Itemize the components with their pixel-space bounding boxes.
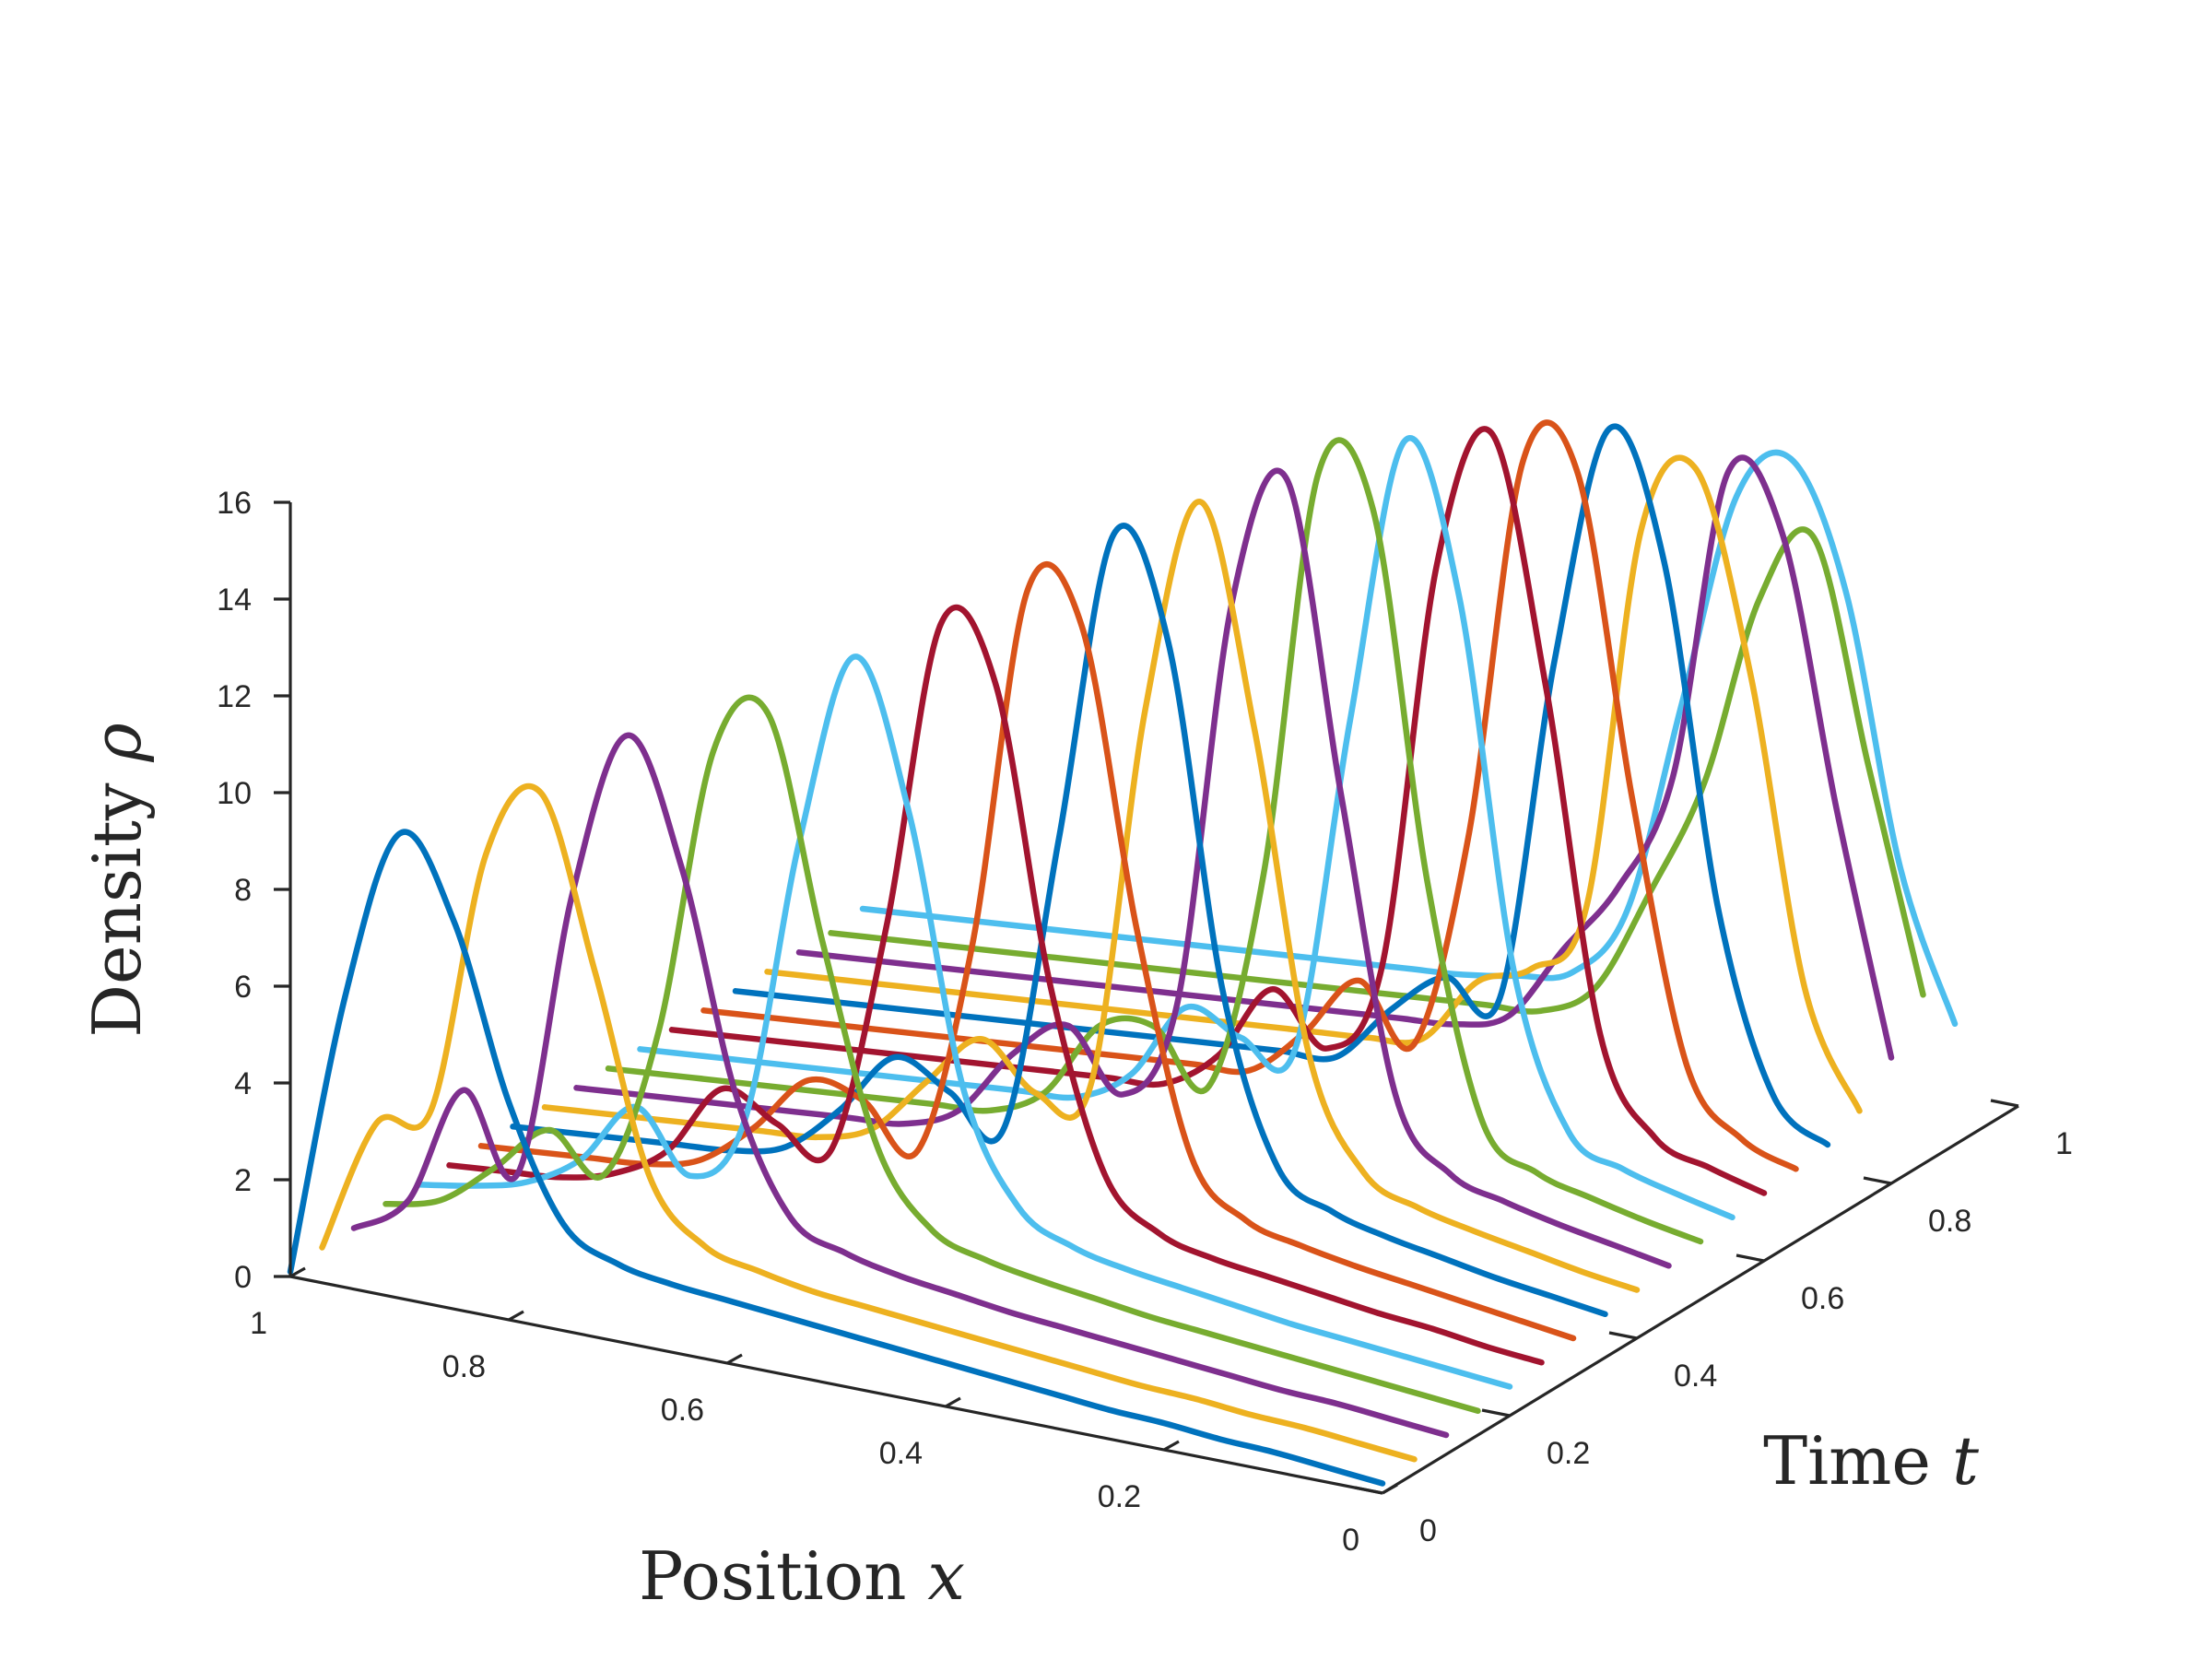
series-line-17 xyxy=(828,526,1926,1015)
x-tick-label-3: 0.6 xyxy=(661,1393,704,1428)
z-tick-label-1: 2 xyxy=(234,1163,252,1198)
y-tick-2 xyxy=(1608,1331,1638,1340)
z-tick-label-8: 16 xyxy=(217,486,252,521)
z-tick-label-7: 14 xyxy=(217,582,252,618)
y-tick-4 xyxy=(1863,1176,1892,1185)
x-tick-4 xyxy=(508,1310,524,1322)
z-tick-label-3: 6 xyxy=(234,970,252,1005)
y-tick-label-3: 0.6 xyxy=(1801,1281,1844,1316)
series-line-2 xyxy=(350,732,1450,1439)
y-tick-label-5: 1 xyxy=(2055,1126,2073,1161)
series-line-14 xyxy=(732,423,1831,1148)
z-axis-title: Density ρ xyxy=(78,723,156,1038)
x-tick-label-5: 1 xyxy=(250,1306,267,1341)
y-tick-label-0: 0 xyxy=(1419,1513,1437,1548)
series-line-4 xyxy=(414,653,1513,1390)
z-tick-label-4: 8 xyxy=(234,873,252,908)
x-tick-5 xyxy=(289,1266,306,1278)
y-axis-line xyxy=(1382,1104,2019,1495)
series-line-9 xyxy=(573,467,1672,1269)
y-tick-label-4: 0.8 xyxy=(1928,1204,1971,1239)
series-layer xyxy=(287,419,1959,1487)
x-tick-0 xyxy=(1382,1483,1398,1495)
series-line-7 xyxy=(510,523,1608,1318)
series-line-1 xyxy=(319,782,1418,1463)
series-line-0 xyxy=(287,829,1386,1487)
series-line-6 xyxy=(477,561,1577,1342)
x-tick-3 xyxy=(726,1353,743,1365)
y-tick-5 xyxy=(1990,1099,2019,1108)
x-axis-line xyxy=(289,1275,1383,1495)
y-axis-title: Time t xyxy=(1763,1422,1980,1500)
z-tick-label-5: 10 xyxy=(217,776,252,811)
series-line-15 xyxy=(764,454,1863,1114)
x-tick-label-4: 0.8 xyxy=(442,1349,486,1384)
y-tick-label-2: 0.4 xyxy=(1674,1359,1717,1394)
y-tick-label-1: 0.2 xyxy=(1547,1436,1590,1471)
series-line-16 xyxy=(795,454,1895,1061)
series-line-3 xyxy=(382,694,1481,1415)
x-tick-label-1: 0.2 xyxy=(1098,1479,1141,1514)
ticks-layer: 024681012141600.20.40.60.8100.20.40.60.8… xyxy=(217,486,2073,1558)
z-tick-label-2: 4 xyxy=(234,1066,252,1101)
x-axis-title: Position x xyxy=(639,1537,965,1615)
z-tick-label-0: 0 xyxy=(234,1260,252,1295)
y-tick-3 xyxy=(1735,1253,1765,1263)
x-tick-1 xyxy=(1163,1440,1180,1452)
series-line-8 xyxy=(541,499,1641,1293)
z-tick-label-6: 12 xyxy=(217,679,252,714)
series-line-11 xyxy=(637,435,1735,1221)
x-tick-2 xyxy=(945,1396,961,1408)
x-tick-label-0: 0 xyxy=(1342,1523,1359,1558)
series-line-10 xyxy=(605,437,1704,1245)
series-line-13 xyxy=(700,419,1799,1172)
y-tick-1 xyxy=(1481,1408,1511,1418)
x-tick-label-2: 0.4 xyxy=(879,1436,923,1471)
y-tick-0 xyxy=(1354,1486,1383,1495)
